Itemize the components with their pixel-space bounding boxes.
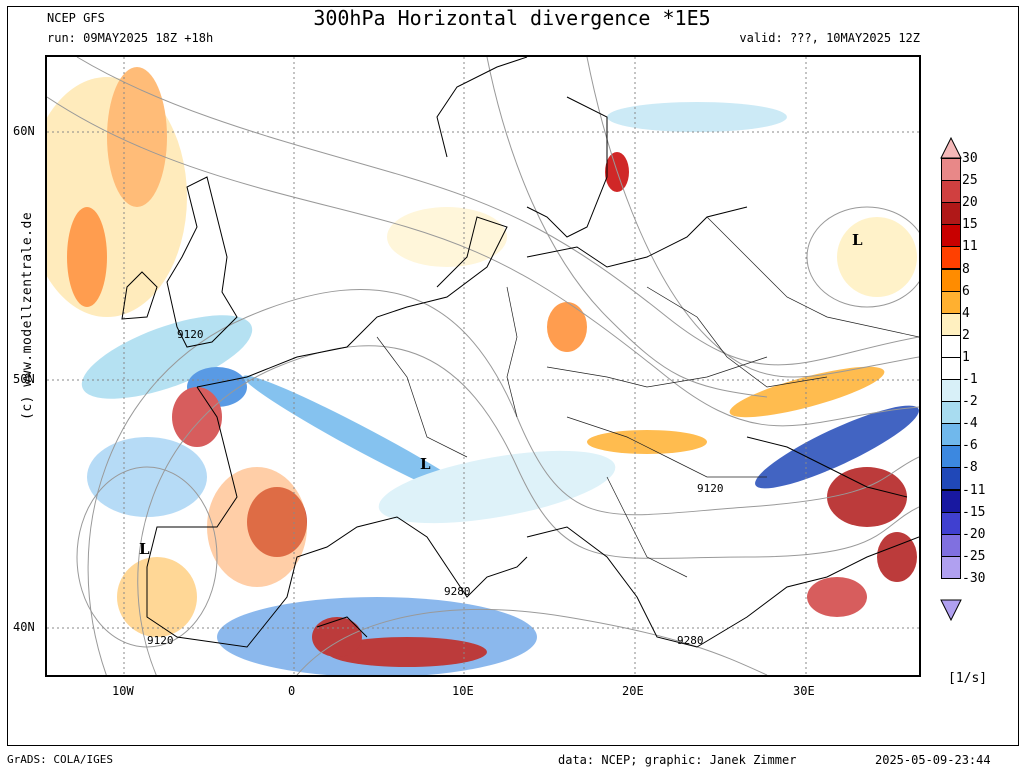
timestamp: 2025-05-09-23:44 xyxy=(875,753,991,767)
low-pressure-marker: L xyxy=(852,231,863,249)
page-frame xyxy=(7,6,1019,746)
contour-label: 9120 xyxy=(177,328,204,341)
colorbar-label: 20 xyxy=(962,195,978,211)
contour-label: 9120 xyxy=(147,634,174,647)
country-borders xyxy=(376,216,919,578)
valid-time-label: valid: ???, 10MAY2025 12Z xyxy=(739,31,920,45)
model-label: NCEP GFS xyxy=(47,11,105,25)
colorbar-label: 30 xyxy=(962,151,978,166)
low-pressure-marker: L xyxy=(420,455,431,473)
data-credit: data: NCEP; graphic: Janek Zimmer xyxy=(558,753,797,767)
contour-label: 9280 xyxy=(677,634,704,647)
colorbar-label: 11 xyxy=(962,239,978,255)
low-markers: L L L xyxy=(139,231,863,558)
colorbar-swatch xyxy=(941,224,961,248)
lon-label: 10E xyxy=(452,684,474,698)
colorbar-swatch xyxy=(941,401,961,425)
colorbar-swatch xyxy=(941,202,961,226)
units-label: [1/s] xyxy=(948,671,988,686)
colorbar-label: -20 xyxy=(962,526,986,542)
colorbar-label: -2 xyxy=(962,394,978,410)
low-pressure-marker: L xyxy=(139,540,150,558)
run-label: run: 09MAY2025 18Z +18h xyxy=(47,31,214,45)
lat-label: 60N xyxy=(13,124,35,138)
colorbar-label: -15 xyxy=(962,504,986,520)
colorbar-swatch xyxy=(941,158,961,182)
colorbar-swatch xyxy=(941,334,961,358)
lon-label: 0 xyxy=(288,684,296,698)
colorbar-swatch xyxy=(941,356,961,380)
chart-title: 300hPa Horizontal divergence *1E5 xyxy=(313,6,711,30)
colorbar-label: 4 xyxy=(962,305,970,321)
website-credit: (c) www.modellzentrale.de xyxy=(20,211,35,420)
colorbar-label: -1 xyxy=(962,372,978,387)
colorbar-swatch xyxy=(941,180,961,204)
colorbar-swatch xyxy=(941,246,961,270)
lat-label: 50N xyxy=(13,372,35,386)
colorbar-swatch xyxy=(941,423,961,447)
coastlines xyxy=(121,57,919,648)
map-graphics: 9120 9120 9120 9280 9280 L L L xyxy=(47,57,919,675)
colorbar-swatch xyxy=(941,555,961,579)
colorbar-swatch xyxy=(941,489,961,513)
colorbar-label: -25 xyxy=(962,548,986,564)
lat-label: 40N xyxy=(13,620,35,634)
colorbar-label: 1 xyxy=(962,349,970,365)
contour-label: 9120 xyxy=(697,482,724,495)
colorbar-swatch xyxy=(941,533,961,557)
colorbar-label: -8 xyxy=(962,460,978,476)
colorbar-label: 15 xyxy=(962,217,978,233)
colorbar-label: 6 xyxy=(962,283,970,299)
colorbar-swatch xyxy=(941,467,961,491)
colorbar-label: -6 xyxy=(962,438,978,454)
colorbar-label: 8 xyxy=(962,261,970,277)
contour-label-group: 9120 9120 9120 9280 9280 xyxy=(147,328,724,647)
contour-label: 9280 xyxy=(444,585,471,598)
colorbar-swatch xyxy=(941,290,961,314)
divergence-shading xyxy=(47,67,919,675)
colorbar-swatch xyxy=(941,511,961,535)
grads-credit: GrADS: COLA/IGES xyxy=(7,753,113,766)
height-contours xyxy=(47,57,919,675)
colorbar-label: -30 xyxy=(962,570,986,586)
colorbar-label: 2 xyxy=(962,327,970,343)
lon-label: 10W xyxy=(112,684,134,698)
colorbar-label: -11 xyxy=(962,482,986,498)
graticule xyxy=(47,57,919,675)
colorbar-swatch xyxy=(941,445,961,469)
colorbar-label: -4 xyxy=(962,416,978,432)
colorbar-swatch xyxy=(941,268,961,292)
lon-label: 30E xyxy=(793,684,815,698)
colorbar-swatch xyxy=(941,312,961,336)
divergence-map: 9120 9120 9120 9280 9280 L L L xyxy=(45,55,921,677)
lon-label: 20E xyxy=(622,684,644,698)
colorbar-label: 25 xyxy=(962,173,978,189)
colorbar-swatch xyxy=(941,379,961,403)
